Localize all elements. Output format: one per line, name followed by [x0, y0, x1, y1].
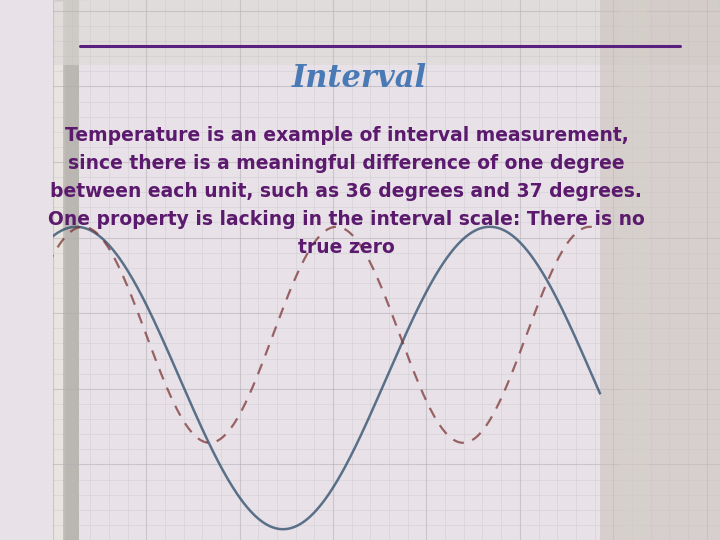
- Bar: [64, 0, 78, 540]
- Bar: [56, 0, 70, 540]
- Bar: [600, 0, 720, 540]
- Bar: [64, 0, 78, 540]
- Bar: [61, 0, 74, 540]
- Bar: [57, 0, 71, 540]
- Bar: [65, 0, 78, 540]
- Bar: [59, 0, 73, 540]
- Bar: [58, 0, 71, 540]
- Bar: [60, 0, 73, 540]
- Bar: [58, 0, 71, 540]
- Bar: [57, 0, 71, 540]
- Bar: [55, 0, 68, 540]
- Text: Interval: Interval: [292, 63, 427, 94]
- Bar: [66, 0, 79, 540]
- Bar: [53, 0, 720, 65]
- Bar: [56, 0, 69, 540]
- Bar: [60, 0, 73, 540]
- Bar: [59, 0, 72, 540]
- Bar: [65, 0, 78, 540]
- Bar: [55, 0, 69, 540]
- Bar: [54, 0, 68, 540]
- Bar: [58, 0, 71, 540]
- Bar: [60, 0, 74, 540]
- Bar: [66, 0, 78, 540]
- Bar: [63, 0, 77, 540]
- Bar: [53, 0, 67, 540]
- Bar: [66, 0, 79, 540]
- Bar: [620, 0, 647, 540]
- Bar: [55, 0, 68, 540]
- Bar: [55, 0, 69, 540]
- Bar: [55, 0, 68, 540]
- Bar: [59, 0, 72, 540]
- Bar: [63, 0, 76, 540]
- Bar: [60, 0, 73, 540]
- Bar: [63, 0, 76, 540]
- Bar: [60, 0, 73, 540]
- Bar: [58, 0, 71, 540]
- Bar: [54, 0, 67, 540]
- Bar: [63, 0, 76, 540]
- Bar: [58, 0, 72, 540]
- Text: Temperature is an example of interval measurement,
since there is a meaningful d: Temperature is an example of interval me…: [48, 126, 645, 257]
- Bar: [62, 0, 75, 540]
- Bar: [54, 0, 67, 540]
- Bar: [53, 0, 66, 540]
- Bar: [55, 0, 68, 540]
- Bar: [62, 0, 76, 540]
- Bar: [65, 0, 78, 540]
- Bar: [62, 0, 76, 540]
- Bar: [64, 0, 77, 540]
- Bar: [53, 0, 66, 540]
- Bar: [61, 0, 75, 540]
- Bar: [63, 0, 76, 540]
- Bar: [61, 0, 74, 540]
- Bar: [57, 0, 70, 540]
